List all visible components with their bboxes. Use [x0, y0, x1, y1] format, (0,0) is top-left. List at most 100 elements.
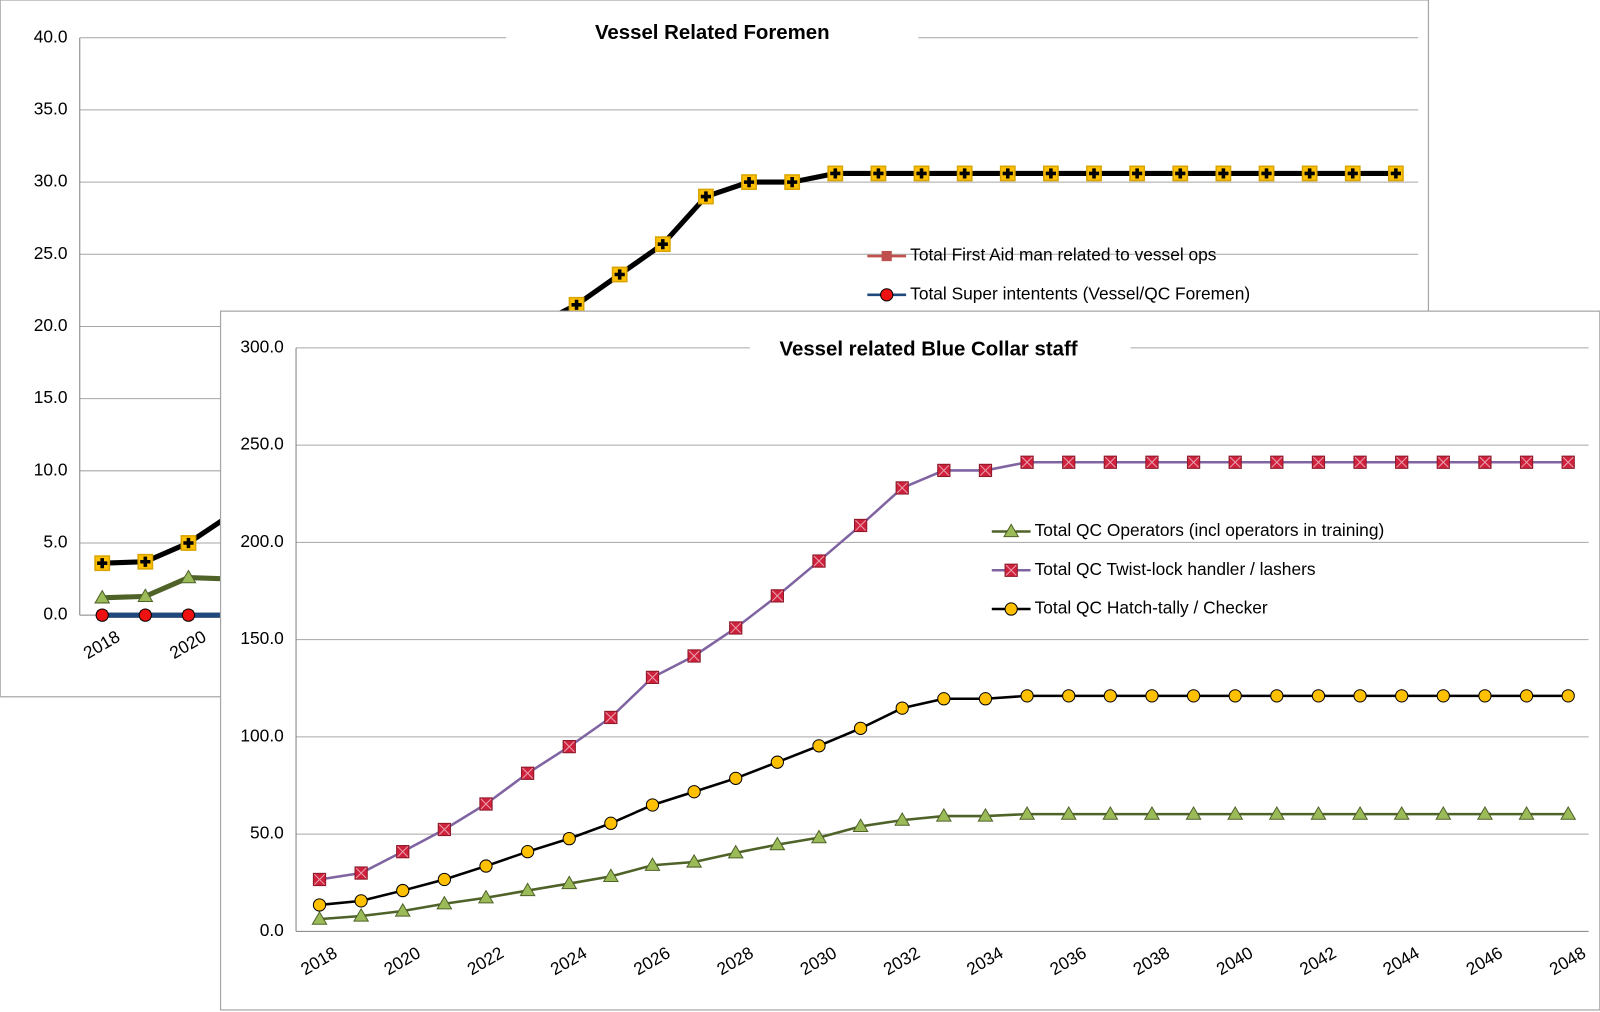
marker — [611, 266, 628, 283]
marker — [1086, 165, 1102, 182]
marker-plus — [1347, 168, 1358, 179]
y-tick-label: 25.0 — [34, 243, 68, 263]
marker — [181, 608, 196, 622]
marker-circle — [1436, 689, 1450, 703]
y-tick-label: 50.0 — [250, 823, 284, 843]
marker-x — [1146, 456, 1158, 468]
marker — [477, 889, 495, 904]
legend-marker — [1003, 523, 1020, 538]
legend-label: Total QC Operators (incl operators in tr… — [1035, 520, 1385, 540]
chart-background — [219, 310, 1600, 1011]
marker-plus — [1175, 168, 1186, 179]
marker — [769, 836, 786, 851]
marker-triangle — [810, 829, 828, 844]
marker-x — [480, 798, 492, 810]
marker-plus — [97, 558, 108, 569]
marker-x — [1521, 456, 1533, 468]
marker-triangle — [561, 875, 578, 890]
marker-circle — [312, 898, 327, 912]
marker — [1311, 689, 1326, 703]
marker — [1145, 689, 1159, 703]
marker — [853, 518, 868, 533]
marker — [645, 798, 660, 812]
marker — [1143, 805, 1160, 820]
marker-triangle — [1102, 805, 1119, 820]
y-tick-label: 0.0 — [43, 604, 67, 624]
marker — [977, 807, 994, 822]
marker — [602, 868, 619, 882]
marker — [729, 621, 743, 635]
marker-x — [1229, 456, 1241, 468]
marker-plus — [916, 168, 927, 179]
marker-circle — [604, 816, 618, 830]
marker — [810, 829, 828, 844]
marker — [479, 859, 493, 873]
y-tick-label: 5.0 — [43, 532, 67, 552]
marker-circle — [853, 721, 868, 735]
marker-circle — [687, 785, 701, 799]
marker — [1228, 689, 1242, 703]
marker — [354, 894, 368, 908]
marker-plus — [1132, 168, 1143, 179]
marker — [727, 844, 744, 859]
marker — [312, 898, 327, 912]
marker-plus — [1261, 168, 1272, 179]
marker — [935, 807, 952, 822]
marker-x — [938, 464, 950, 476]
marker — [604, 710, 618, 725]
marker-triangle — [1435, 805, 1452, 820]
marker — [568, 296, 585, 313]
marker — [1186, 455, 1201, 469]
marker-circle — [880, 288, 894, 302]
marker-triangle — [1019, 805, 1036, 820]
marker — [1519, 455, 1534, 469]
marker — [519, 882, 536, 897]
marker — [729, 771, 743, 785]
marker — [1215, 165, 1232, 182]
marker — [1311, 455, 1326, 469]
marker-circle — [396, 883, 410, 898]
marker — [770, 755, 784, 769]
marker-triangle — [1268, 805, 1285, 820]
marker — [978, 692, 993, 706]
marker — [1145, 455, 1159, 469]
marker — [562, 739, 576, 754]
y-tick-label: 15.0 — [34, 387, 68, 407]
marker-plus — [830, 168, 841, 179]
marker — [812, 554, 826, 568]
marker-triangle — [394, 902, 411, 917]
marker — [437, 822, 452, 837]
marker — [520, 845, 535, 859]
marker-triangle — [1185, 805, 1202, 820]
marker-circle — [770, 755, 784, 769]
marker-triangle — [894, 811, 911, 826]
marker-circle — [1478, 689, 1492, 703]
marker-circle — [978, 692, 993, 706]
marker — [94, 589, 111, 604]
marker — [562, 831, 576, 846]
marker-x — [771, 590, 783, 602]
marker-circle — [895, 701, 909, 715]
marker — [94, 555, 111, 572]
chart-panel: 0.0 50.0 100.0 150.0 200.0 250.0 300.0 Vessel r… — [219, 310, 1600, 1011]
marker-circle — [1103, 689, 1117, 703]
marker-x — [397, 846, 409, 858]
marker — [1186, 689, 1201, 703]
marker-x — [1005, 564, 1017, 576]
marker — [1268, 805, 1285, 820]
marker — [311, 910, 328, 925]
marker — [137, 588, 154, 603]
marker — [698, 188, 714, 205]
marker-triangle — [436, 895, 453, 910]
marker — [686, 853, 703, 868]
marker-circle — [1561, 689, 1575, 703]
marker-triangle — [311, 910, 328, 925]
marker-triangle — [769, 836, 786, 851]
marker — [1478, 689, 1492, 703]
legend-marker — [881, 250, 892, 262]
marker-triangle — [353, 907, 370, 922]
marker — [1103, 689, 1117, 703]
marker — [895, 701, 909, 715]
marker-triangle — [477, 889, 495, 904]
